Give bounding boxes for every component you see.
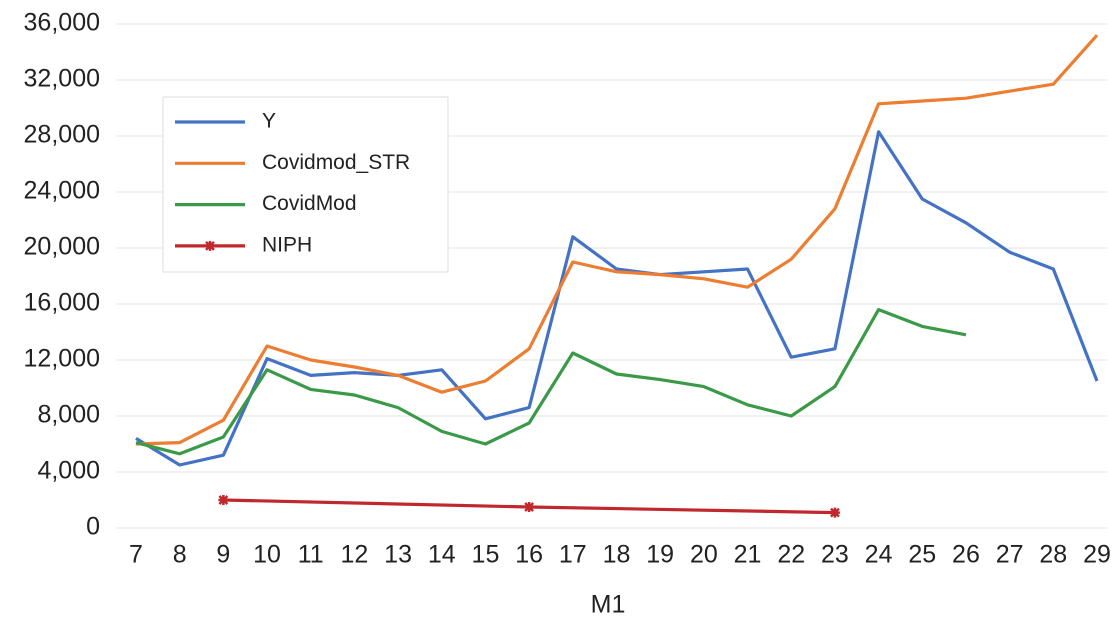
legend-label: Y (262, 110, 276, 133)
x-tick-label: 22 (777, 541, 805, 569)
legend: Y Covidmod_STR CovidMod NIPH (162, 96, 449, 273)
x-tick-label: 27 (996, 541, 1024, 569)
x-tick-label: 24 (865, 541, 893, 569)
x-tick-label: 21 (734, 541, 762, 569)
x-axis-label: M1 (591, 591, 626, 619)
x-tick-label: 18 (603, 541, 631, 569)
y-tick-label: 8,000 (37, 401, 100, 429)
x-tick-label: 28 (1039, 541, 1067, 569)
x-tick-label: 9 (216, 541, 230, 569)
legend-marker (205, 240, 215, 251)
legend-label: CovidMod (262, 192, 357, 215)
marker (829, 507, 840, 518)
x-tick-label: 14 (428, 541, 456, 569)
y-tick-label: 32,000 (24, 65, 100, 93)
marker (218, 495, 229, 505)
x-tick-label: 10 (253, 541, 281, 569)
x-tick-label: 17 (559, 541, 587, 569)
y-tick-label: 12,000 (24, 345, 100, 373)
y-tick-label: 36,000 (24, 9, 100, 37)
x-tick-label: 26 (952, 541, 980, 569)
x-tick-label: 23 (821, 541, 849, 569)
x-tick-label: 29 (1083, 541, 1111, 569)
legend-label: Covidmod_STR (262, 151, 410, 174)
x-tick-label: 16 (515, 541, 543, 569)
x-tick-label: 11 (298, 541, 324, 569)
y-tick-label: 28,000 (24, 121, 100, 149)
x-tick-label: 19 (646, 541, 674, 569)
series-line (135, 130, 1099, 467)
x-tick-label: 25 (908, 541, 936, 569)
x-tick-label: 20 (690, 541, 718, 569)
x-tick-label: 7 (129, 541, 143, 569)
y-tick-label: 0 (86, 513, 100, 541)
x-tick-label: 13 (384, 541, 412, 569)
y-tick-label: 16,000 (24, 289, 100, 317)
marker (524, 502, 535, 512)
x-tick-label: 8 (173, 541, 187, 569)
x-tick-label: 12 (341, 541, 369, 569)
x-tick-label: 15 (472, 541, 500, 569)
series-line (135, 34, 1099, 446)
y-tick-label: 24,000 (24, 177, 100, 205)
y-tick-label: 20,000 (24, 233, 100, 261)
series-line (135, 308, 967, 456)
legend-label: NIPH (262, 233, 312, 256)
y-tick-label: 4,000 (37, 457, 100, 485)
